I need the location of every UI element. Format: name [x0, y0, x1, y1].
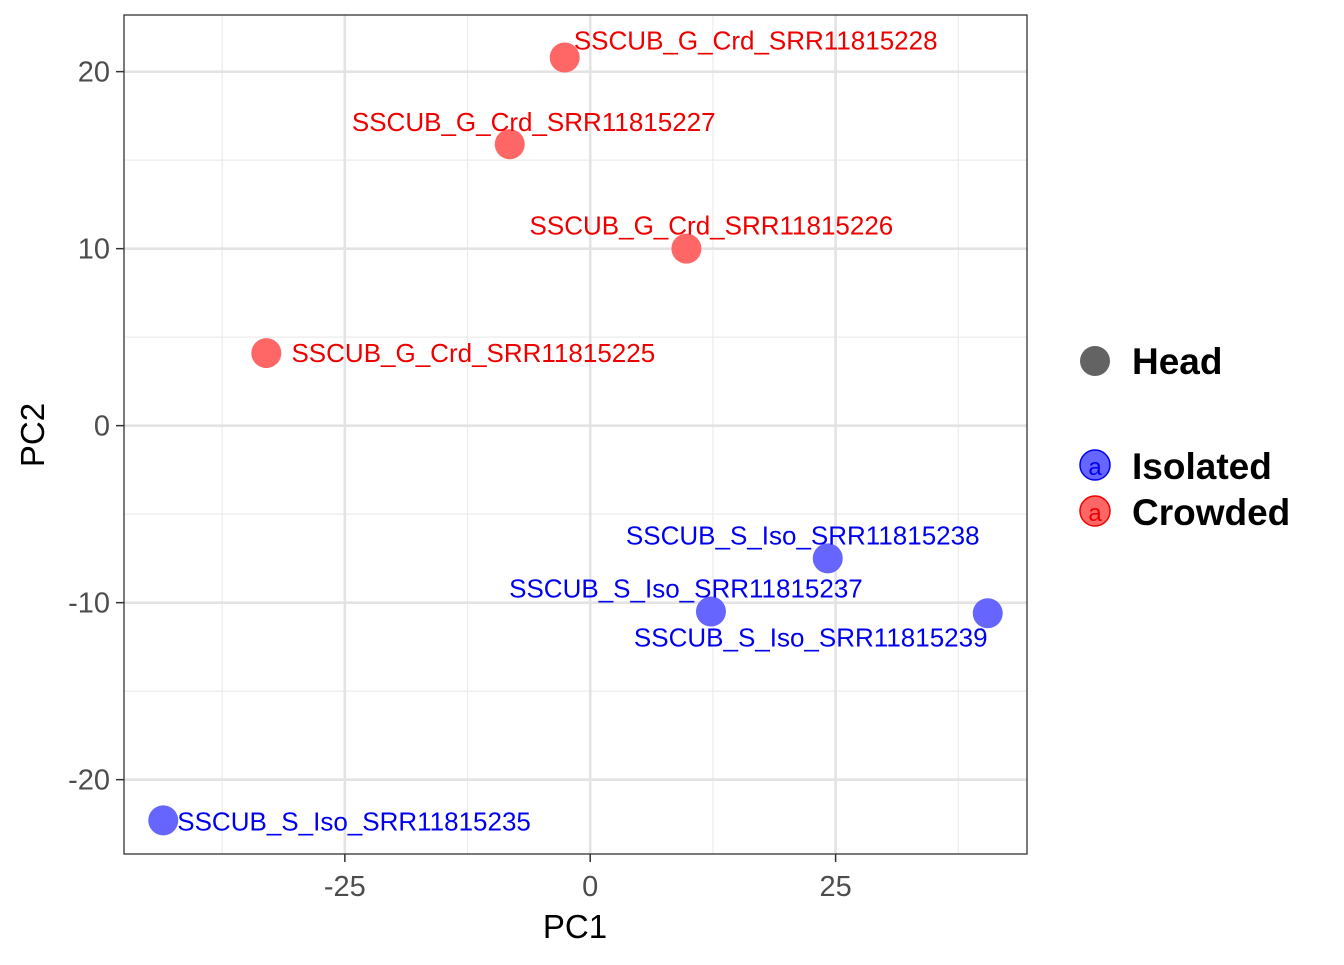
data-point	[251, 338, 282, 369]
legend-crowded-key-glyph: a	[1088, 500, 1102, 527]
point-label: SSCUB_S_Iso_SRR11815235	[177, 806, 531, 836]
data-point	[549, 42, 580, 73]
legend-isolated-key	[1079, 449, 1111, 481]
x-tick-label: -25	[324, 871, 366, 903]
point-labels: SSCUB_S_Iso_SRR11815235 SSCUB_S_Iso_SRR11…	[177, 25, 987, 836]
point-label: SSCUB_G_Crd_SRR11815227	[352, 107, 716, 137]
legend-shape-key	[1080, 346, 1110, 376]
plot-border	[123, 14, 1028, 855]
data-point	[148, 805, 179, 836]
x-tick-label: 25	[819, 871, 851, 903]
data-points	[148, 42, 1003, 836]
y-tick-label: 0	[94, 411, 110, 443]
x-axis-title: PC1	[543, 908, 607, 945]
axis-ticks: -25 0 25 -20 -10 0 10 20	[68, 57, 852, 903]
data-point	[494, 129, 525, 160]
plot-background	[124, 15, 1027, 854]
data-point	[695, 596, 726, 627]
y-tick-label: 10	[78, 234, 110, 266]
point-label: SSCUB_S_Iso_SRR11815239	[634, 622, 988, 652]
point-label: SSCUB_G_Crd_SRR11815228	[574, 25, 938, 55]
grid-lines	[124, 15, 1027, 854]
data-point	[671, 233, 702, 264]
point-label: SSCUB_S_Iso_SRR11815237	[509, 574, 863, 604]
legend-isolated-label: Isolated	[1132, 446, 1272, 487]
legend-crowded-key	[1079, 495, 1111, 527]
y-tick-label: -10	[68, 588, 110, 620]
y-tick-label: -20	[68, 765, 110, 797]
legend-shape-label: Head	[1132, 341, 1222, 382]
legend-isolated-key-glyph: a	[1088, 454, 1102, 481]
y-axis-title: PC2	[14, 403, 51, 467]
point-label: SSCUB_S_Iso_SRR11815238	[626, 520, 980, 550]
legend-crowded-label: Crowded	[1132, 492, 1290, 533]
data-point	[972, 598, 1003, 629]
data-point	[812, 543, 843, 574]
legend: Head a Isolated a Crowded	[1079, 341, 1290, 533]
point-label: SSCUB_G_Crd_SRR11815225	[291, 338, 655, 368]
point-label: SSCUB_G_Crd_SRR11815226	[530, 211, 894, 241]
y-tick-label: 20	[78, 57, 110, 89]
x-tick-label: 0	[582, 871, 598, 903]
